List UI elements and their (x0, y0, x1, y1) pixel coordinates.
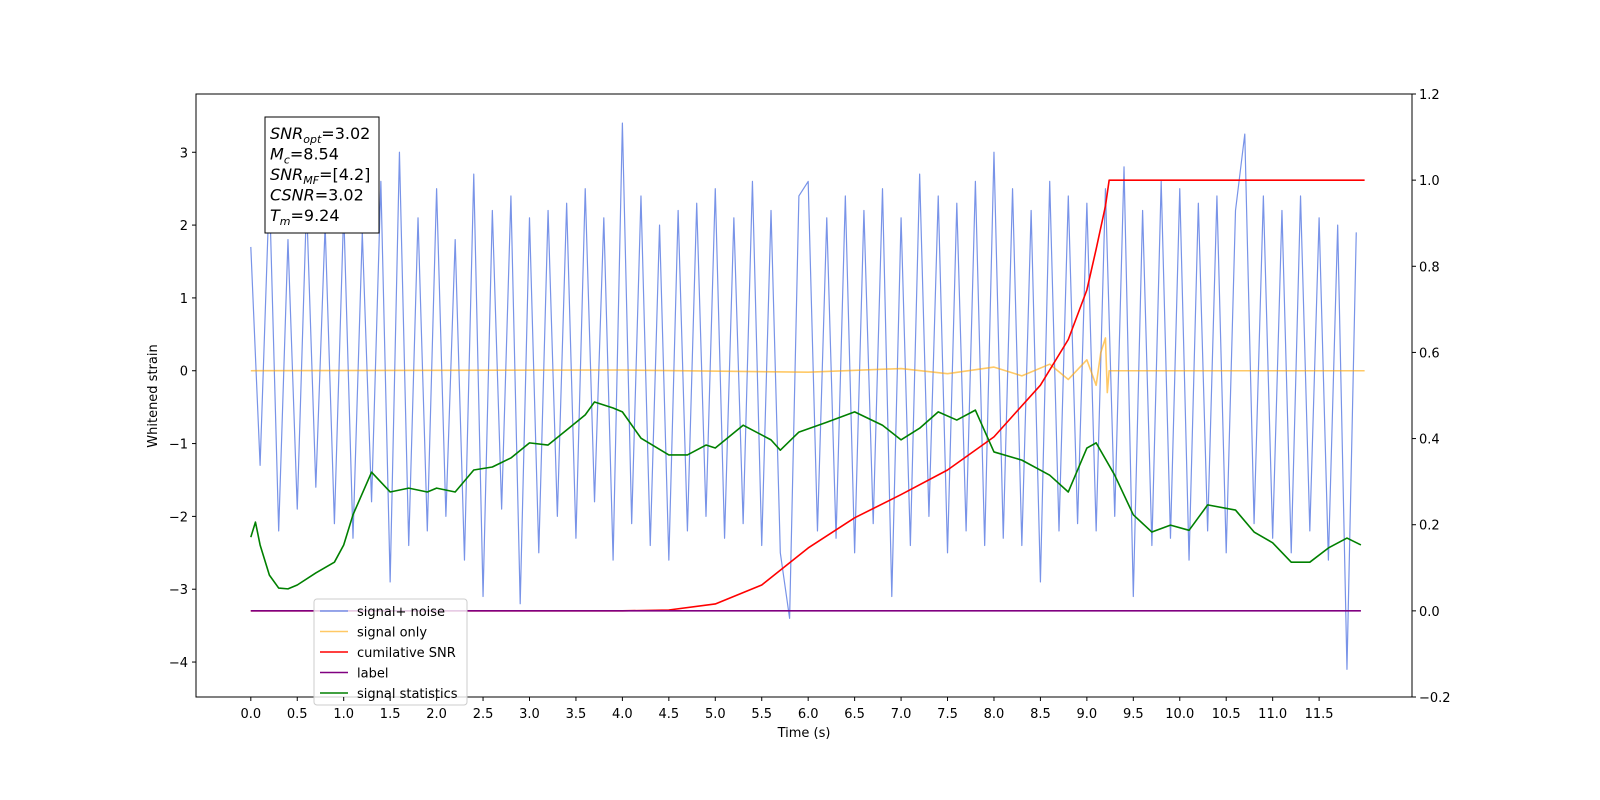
x-axis-label: Time (s) (777, 726, 831, 741)
axes-frame (195, 93, 1413, 698)
legend-label: signal statistics (357, 687, 458, 702)
y2-tick-label: 1.2 (1419, 88, 1440, 103)
annotation-sub: c (284, 154, 290, 167)
y2-tick-label: 0.2 (1419, 519, 1440, 534)
annotation-box: SNRopt=3.02Mc=8.54SNRMF=[4.2]CSNR=3.02Tm… (264, 116, 380, 234)
annotation-value: =9.24 (291, 206, 340, 225)
y-tick-label: 1 (180, 292, 188, 307)
y-tick-label: −2 (169, 510, 188, 525)
y-axis-label: Whitened strain (146, 344, 161, 447)
annotation-value: =3.02 (321, 124, 370, 143)
x-tick-label: 0.0 (240, 707, 261, 722)
legend-label: cumilative SNR (357, 646, 456, 661)
annotation-value: =3.02 (315, 186, 364, 205)
annotation-line: Mc=8.54 (270, 145, 339, 167)
x-tick-label: 7.5 (937, 707, 958, 722)
x-tick-label: 10.0 (1165, 707, 1194, 722)
annotation-main: SNR (270, 124, 303, 143)
y2-tick-label: 0.4 (1419, 433, 1440, 448)
y-tick-label: −4 (169, 656, 188, 671)
y-tick-label: 0 (180, 365, 188, 380)
annotation-sub: MF (303, 174, 319, 187)
y2-tick-label: 0.6 (1419, 346, 1440, 361)
y-tick-label: 2 (180, 219, 188, 234)
legend-label: signal only (357, 626, 427, 641)
y2-tick-label: 1.0 (1419, 174, 1440, 189)
legend-frame (313, 598, 468, 706)
annotation-value: =[4.2] (319, 165, 370, 184)
x-tick-label: 1.5 (380, 707, 401, 722)
x-tick-label: 6.0 (798, 707, 819, 722)
x-tick-label: 4.0 (612, 707, 633, 722)
y-tick-label: −3 (169, 583, 188, 598)
x-tick-label: 2.5 (473, 707, 494, 722)
annotation-main: CSNR (270, 186, 315, 205)
annotation-value: =8.54 (290, 145, 339, 164)
x-tick-label: 8.5 (1030, 707, 1051, 722)
annotation-main: SNR (270, 165, 303, 184)
y-tick-label: 3 (180, 146, 188, 161)
legend-label: label (357, 667, 388, 682)
x-tick-label: 10.5 (1212, 707, 1241, 722)
x-tick-label: 11.5 (1305, 707, 1334, 722)
series-line (250, 401, 1362, 590)
annotation-main: T (270, 206, 281, 225)
x-tick-label: 2.0 (426, 707, 447, 722)
x-tick-label: 9.5 (1123, 707, 1144, 722)
y-tick-label: −1 (169, 438, 188, 453)
y2-tick-label: 0.8 (1419, 260, 1440, 275)
annotation-sub: opt (303, 133, 322, 146)
x-tick-label: 7.0 (891, 707, 912, 722)
legend: signal+ noise signal only cumilative SNR la… (313, 598, 468, 706)
annotation-line: SNRMF=[4.2] (270, 165, 370, 187)
annotation-line: Tm=9.24 (270, 206, 340, 228)
legend-label: signal+ noise (357, 605, 445, 620)
x-tick-label: 4.5 (658, 707, 679, 722)
y2-tick-label: −0.2 (1419, 691, 1451, 706)
annotation-main: M (270, 145, 284, 164)
annotation-line: CSNR=3.02 (270, 186, 364, 205)
series-line (250, 337, 1365, 394)
x-tick-label: 5.5 (751, 707, 772, 722)
x-tick-label: 9.0 (1077, 707, 1098, 722)
series-line (250, 179, 1365, 612)
x-tick-label: 3.5 (566, 707, 587, 722)
x-tick-label: 6.5 (844, 707, 865, 722)
series-line (250, 122, 1357, 670)
x-tick-label: 3.0 (519, 707, 540, 722)
x-tick-label: 5.0 (705, 707, 726, 722)
annotation-sub: m (280, 215, 291, 228)
x-tick-label: 11.0 (1258, 707, 1287, 722)
x-tick-label: 1.0 (333, 707, 354, 722)
annotation-frame (264, 116, 380, 234)
annotation-line: SNRopt=3.02 (270, 124, 370, 146)
y2-tick-label: 0.0 (1419, 605, 1440, 620)
x-tick-label: 0.5 (287, 707, 308, 722)
x-tick-label: 8.0 (984, 707, 1005, 722)
